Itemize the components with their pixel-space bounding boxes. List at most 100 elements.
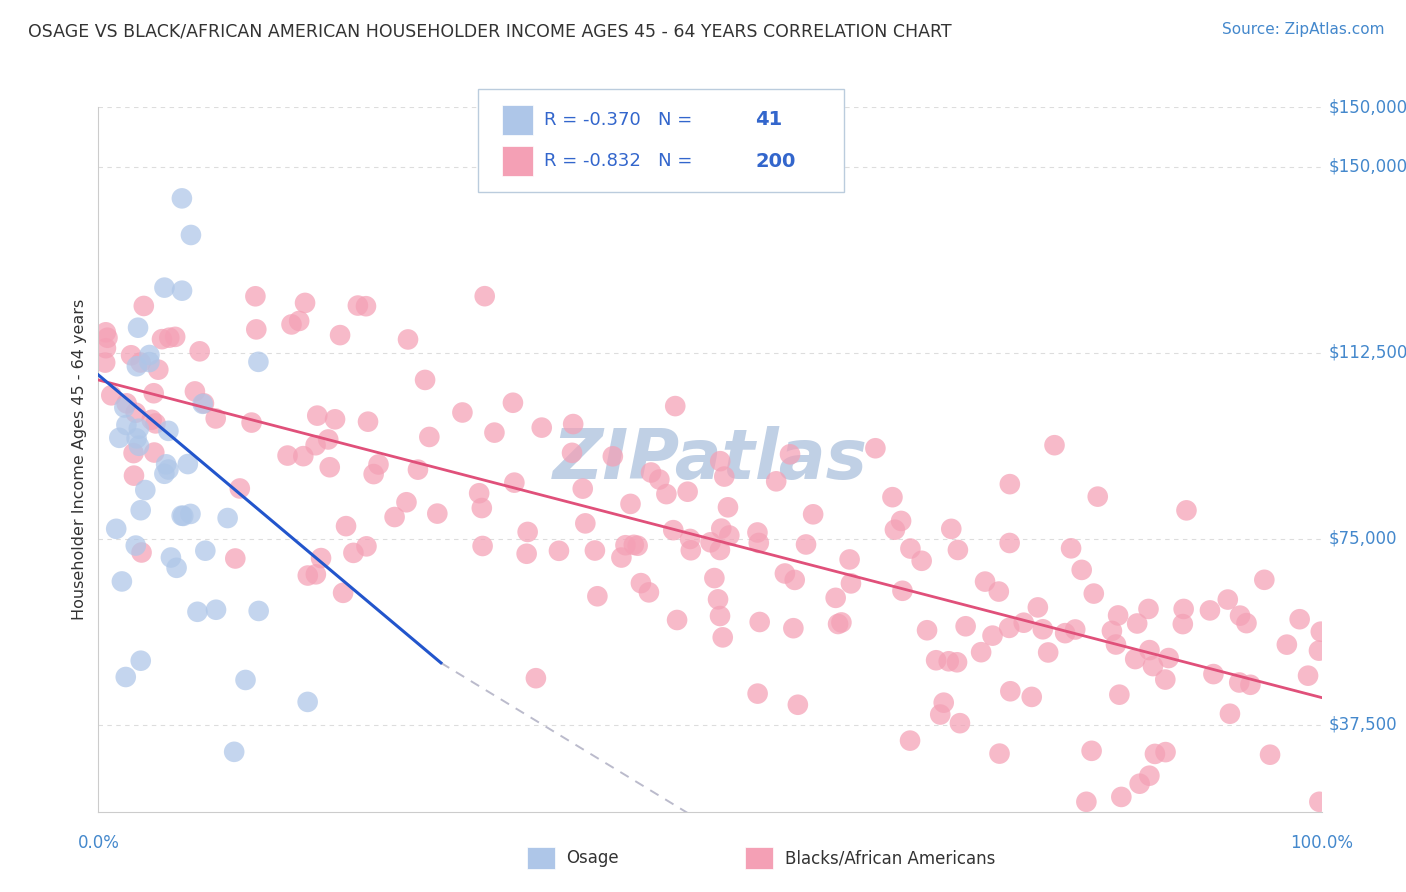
Point xyxy=(245,322,267,336)
Point xyxy=(166,561,188,575)
Text: R = -0.832   N =: R = -0.832 N = xyxy=(544,153,699,170)
Point xyxy=(170,191,193,205)
Point xyxy=(938,654,960,668)
Point xyxy=(193,396,215,410)
Point xyxy=(1038,645,1060,659)
Point xyxy=(1308,795,1330,809)
Point xyxy=(703,571,725,585)
Point xyxy=(1227,675,1250,690)
Point xyxy=(911,554,934,568)
Point xyxy=(134,483,156,497)
Point xyxy=(474,289,496,303)
Point xyxy=(304,438,326,452)
Point xyxy=(1137,602,1160,616)
Point xyxy=(217,511,239,525)
Text: 0.0%: 0.0% xyxy=(77,834,120,852)
Point xyxy=(503,475,526,490)
Point xyxy=(1236,616,1258,631)
Point xyxy=(180,227,202,242)
Point xyxy=(718,528,741,542)
Point xyxy=(122,446,145,460)
Point xyxy=(898,733,921,747)
Point xyxy=(108,431,131,445)
Point xyxy=(998,621,1021,635)
Point xyxy=(1219,706,1241,721)
Point xyxy=(157,462,180,476)
Point xyxy=(987,584,1010,599)
Point xyxy=(277,449,299,463)
Point xyxy=(132,299,155,313)
Point xyxy=(1060,541,1083,556)
Point xyxy=(1154,745,1177,759)
Point xyxy=(112,401,135,415)
Point xyxy=(471,539,494,553)
Point xyxy=(623,538,645,552)
Point xyxy=(1258,747,1281,762)
Point xyxy=(363,467,385,481)
Text: 41: 41 xyxy=(755,111,782,129)
Text: $150,000: $150,000 xyxy=(1329,158,1406,176)
Point xyxy=(1175,503,1198,517)
Point xyxy=(204,411,226,425)
Point xyxy=(1202,667,1225,681)
Point xyxy=(666,613,689,627)
Point xyxy=(640,466,662,480)
Point xyxy=(184,384,207,399)
Point xyxy=(998,477,1021,491)
Point xyxy=(125,539,148,553)
Point xyxy=(709,543,731,558)
Point xyxy=(468,486,491,500)
Point xyxy=(1173,602,1195,616)
Point xyxy=(471,501,494,516)
Y-axis label: Householder Income Ages 45 - 64 years: Householder Income Ages 45 - 64 years xyxy=(72,299,87,620)
Point xyxy=(516,547,538,561)
Point xyxy=(1021,690,1043,704)
Point xyxy=(748,615,770,629)
Point xyxy=(1064,623,1087,637)
Point xyxy=(347,299,370,313)
Point xyxy=(288,314,311,328)
Point xyxy=(988,747,1011,761)
Point xyxy=(707,592,730,607)
Point xyxy=(153,467,176,481)
Point xyxy=(1101,624,1123,638)
Point xyxy=(96,331,118,345)
Point xyxy=(891,583,914,598)
Point xyxy=(1239,678,1261,692)
Point xyxy=(150,332,173,346)
Point xyxy=(1032,622,1054,636)
Point xyxy=(235,673,257,687)
Point xyxy=(890,514,912,528)
Point xyxy=(186,605,208,619)
Point xyxy=(247,604,270,618)
Point xyxy=(1105,638,1128,652)
Point xyxy=(679,532,702,546)
Point xyxy=(1070,563,1092,577)
Point xyxy=(229,482,252,496)
Point xyxy=(138,348,160,362)
Point xyxy=(773,566,796,581)
Point xyxy=(157,331,180,345)
Point xyxy=(516,524,538,539)
Point xyxy=(342,546,364,560)
Point xyxy=(396,333,419,347)
Point xyxy=(782,621,804,635)
Text: Osage: Osage xyxy=(567,849,619,867)
Point xyxy=(998,536,1021,550)
Point xyxy=(679,543,702,558)
Point xyxy=(170,508,193,523)
Point xyxy=(406,463,429,477)
Point xyxy=(294,296,316,310)
Point xyxy=(247,355,270,369)
Point xyxy=(619,497,641,511)
Point xyxy=(191,397,214,411)
Point xyxy=(865,442,887,456)
Point xyxy=(141,413,163,427)
Point xyxy=(548,543,571,558)
Point xyxy=(626,539,648,553)
Point xyxy=(1288,612,1310,626)
Point xyxy=(127,320,149,334)
Point xyxy=(981,629,1004,643)
Point xyxy=(1253,573,1275,587)
Point xyxy=(839,576,862,591)
